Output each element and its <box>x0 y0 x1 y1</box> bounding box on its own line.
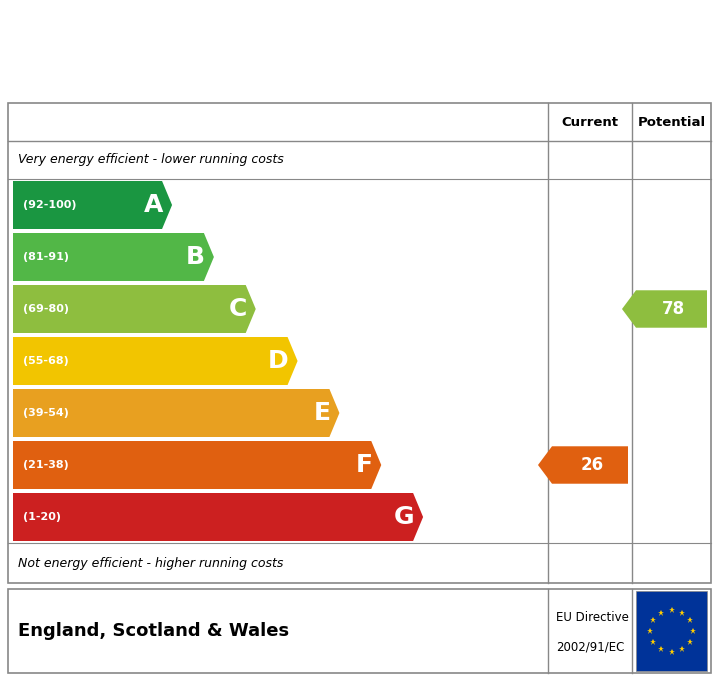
Text: (39-54): (39-54) <box>23 408 69 418</box>
Text: 78: 78 <box>662 300 685 318</box>
Text: A: A <box>144 193 163 217</box>
Text: (69-80): (69-80) <box>23 304 69 314</box>
Text: B: B <box>186 245 205 269</box>
Polygon shape <box>13 233 214 281</box>
Text: Potential: Potential <box>638 116 705 128</box>
Polygon shape <box>13 493 423 541</box>
Polygon shape <box>13 285 256 333</box>
Text: Very energy efficient - lower running costs: Very energy efficient - lower running co… <box>18 153 284 166</box>
Text: Energy Efficiency Rating: Energy Efficiency Rating <box>18 36 478 68</box>
Text: (21-38): (21-38) <box>23 460 69 470</box>
Text: (81-91): (81-91) <box>23 252 69 262</box>
Polygon shape <box>538 446 628 484</box>
Text: E: E <box>313 401 331 425</box>
Text: 26: 26 <box>580 456 603 474</box>
Text: England, Scotland & Wales: England, Scotland & Wales <box>18 622 289 640</box>
Text: (55-68): (55-68) <box>23 356 69 366</box>
Text: 2002/91/EC: 2002/91/EC <box>556 641 624 654</box>
Text: F: F <box>355 453 372 477</box>
Text: EU Directive: EU Directive <box>556 611 629 624</box>
Polygon shape <box>622 290 707 328</box>
Polygon shape <box>13 389 339 437</box>
Text: Current: Current <box>562 116 618 128</box>
Bar <box>636 591 707 671</box>
Polygon shape <box>13 441 381 489</box>
Polygon shape <box>13 337 298 385</box>
Text: D: D <box>268 349 288 373</box>
Text: Not energy efficient - higher running costs: Not energy efficient - higher running co… <box>18 556 283 569</box>
Polygon shape <box>13 181 172 229</box>
Text: (1-20): (1-20) <box>23 512 61 522</box>
Text: C: C <box>229 297 247 321</box>
Text: G: G <box>393 505 414 529</box>
Text: (92-100): (92-100) <box>23 200 76 210</box>
